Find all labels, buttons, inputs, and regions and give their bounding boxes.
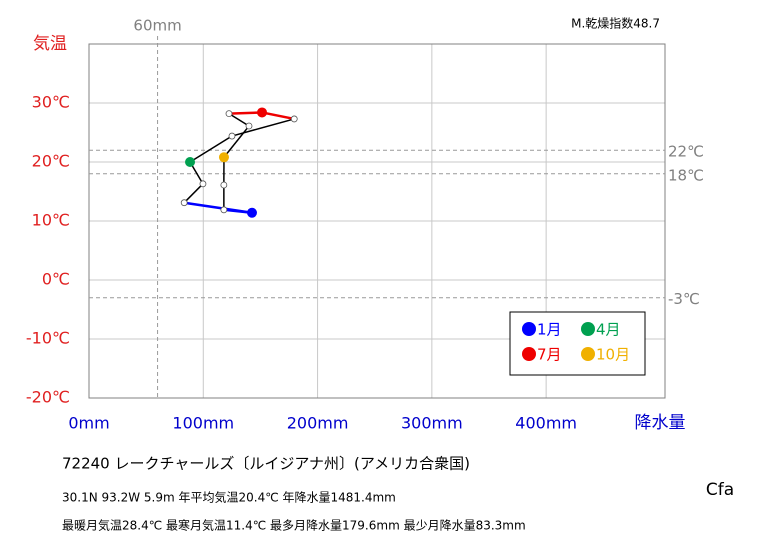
month-segment [189,135,233,163]
month-segment [223,125,250,158]
legend-marker [581,322,595,336]
legend-marker [522,322,536,336]
legend-label: 1月 [537,321,562,339]
month-segment [261,111,295,121]
aridity: M.乾燥指数48.7 [571,16,660,31]
month-point [180,199,188,207]
month-point [185,157,196,167]
plot-frame [88,43,666,399]
info-line: 最暖月気温28.4℃ 最寒月気温11.4℃ 最多月降水量179.6mm 最少月降… [62,518,526,533]
x-tick-label: 0mm [68,414,109,433]
y-tick-label: -10℃ [26,329,70,348]
legend-label: 7月 [537,346,562,364]
legend-label: 10月 [596,346,630,364]
y-tick-label: 20℃ [32,152,70,171]
y-tick-label: 30℃ [32,93,70,112]
y-axis-label: 気温 [33,34,67,54]
month-point [218,152,229,163]
info-line: 30.1N 93.2W 5.9m 年平均気温20.4℃ 年降水量1481.4mm [62,490,396,505]
month-segment [183,183,204,204]
month-point [257,107,268,118]
legend-marker [522,347,536,361]
reference-label: -3℃ [668,290,700,308]
climate-class: Cfa [706,480,734,500]
month-point [246,207,257,218]
month-segment [228,111,263,115]
reference-label: 22℃ [668,143,704,161]
x-tick-label: 200mm [287,414,349,433]
station: 72240 レークチャールズ〔ルイジアナ州〕(アメリカ合衆国) [62,455,470,473]
month-point [220,206,228,214]
x-tick-label: 100mm [172,414,234,433]
month-point [245,122,253,130]
x-tick-label: 300mm [401,414,463,433]
y-tick-label: 0℃ [42,270,70,289]
month-segment [228,112,250,127]
x-tick-label: 400mm [515,414,577,433]
reference-label: 18℃ [668,166,704,184]
y-tick-label: 10℃ [32,211,70,230]
month-point [199,180,207,188]
y-tick-label: -20℃ [26,388,70,407]
legend-label: 4月 [596,321,621,339]
x-axis-label: 降水量 [635,413,686,433]
month-point [290,115,298,123]
legend-marker [581,347,595,361]
month-point [220,181,228,189]
month-point [225,110,233,118]
legend-box [509,311,646,376]
month-point [228,132,236,140]
reference-label: 60mm [133,17,181,35]
